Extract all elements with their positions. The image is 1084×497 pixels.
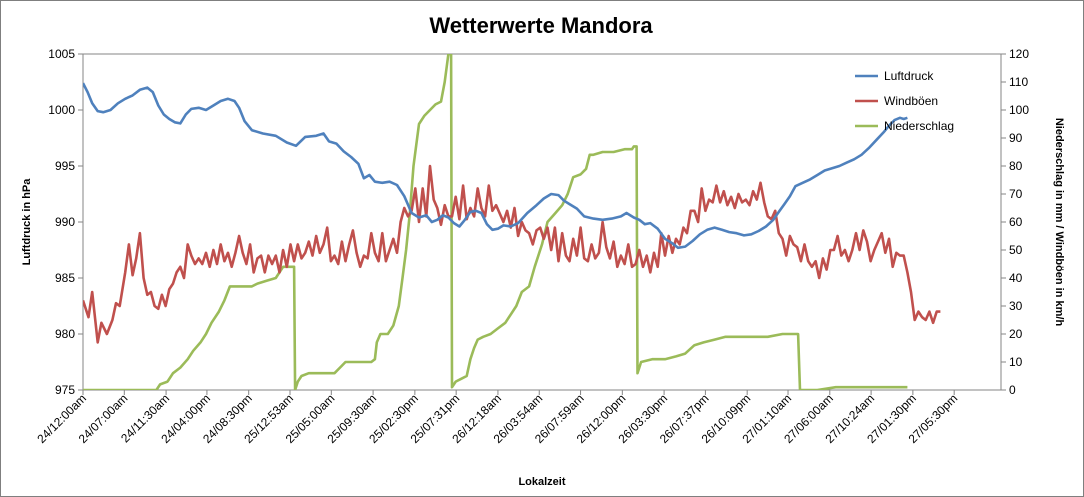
- plot-area: [82, 53, 1002, 391]
- left-y-axis: 975 980 985 990 995 1000 1005: [48, 47, 83, 397]
- series-lines: [83, 54, 941, 390]
- left-tick-label: 1000: [48, 103, 75, 117]
- series-line-luftdruck: [83, 82, 908, 250]
- series-line-windböen: [83, 164, 941, 344]
- left-tick-label: 975: [55, 383, 75, 397]
- right-tick-label: 60: [1009, 215, 1023, 229]
- right-tick-label: 80: [1009, 159, 1023, 173]
- right-tick-label: 20: [1009, 327, 1023, 341]
- right-tick-label: 50: [1009, 243, 1023, 257]
- legend-label: Luftdruck: [884, 69, 934, 83]
- left-tick-label: 990: [55, 215, 75, 229]
- right-axis-title: Niederschlag in mm / Windböen in km/h: [1053, 118, 1065, 327]
- left-tick-label: 1005: [48, 47, 75, 61]
- left-tick-label: 995: [55, 159, 75, 173]
- x-axis-title: Lokalzeit: [518, 476, 565, 488]
- x-axis: 24/12:00am24/07:00am24/11:30am24/04:00pm…: [34, 390, 960, 446]
- series-line-niederschlag: [83, 54, 908, 390]
- right-tick-label: 110: [1009, 75, 1028, 89]
- right-tick-label: 0: [1009, 383, 1016, 397]
- legend-label: Windböen: [884, 94, 938, 108]
- right-tick-label: 10: [1009, 355, 1023, 369]
- left-tick-label: 985: [55, 271, 75, 285]
- left-tick-label: 980: [55, 327, 75, 341]
- chart-title: Wetterwerte Mandora: [429, 13, 653, 38]
- right-tick-label: 120: [1009, 47, 1029, 61]
- right-tick-label: 70: [1009, 187, 1023, 201]
- right-tick-label: 90: [1009, 131, 1023, 145]
- plot-border: [82, 53, 1002, 391]
- right-tick-label: 30: [1009, 299, 1023, 313]
- right-tick-label: 40: [1009, 271, 1023, 285]
- right-y-axis: 0 10 20 30 40 50 60 70 80 90 100 110 120: [1001, 47, 1029, 397]
- legend: Luftdruck Windböen Niederschlag: [855, 69, 954, 133]
- left-axis-title: Luftdruck in hPa: [21, 178, 33, 266]
- legend-label: Niederschlag: [884, 119, 954, 133]
- right-tick-label: 100: [1009, 103, 1029, 117]
